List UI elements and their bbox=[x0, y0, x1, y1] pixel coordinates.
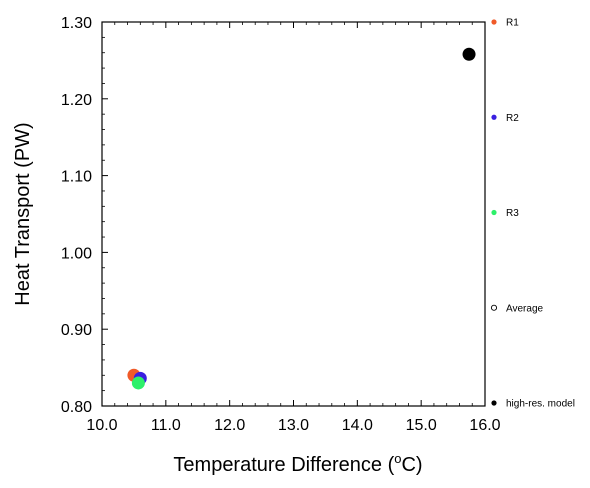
x-tick-label: 12.0 bbox=[214, 417, 245, 434]
x-tick-label: 11.0 bbox=[151, 417, 181, 434]
legend-item: high-res. model bbox=[491, 399, 575, 410]
legend-marker bbox=[491, 400, 497, 406]
plot-frame bbox=[101, 21, 486, 407]
y-tick-label: 1.00 bbox=[61, 245, 92, 262]
point-r3 bbox=[131, 376, 145, 390]
legend-item: R2 bbox=[491, 113, 519, 124]
legend-marker bbox=[490, 304, 498, 311]
y-tick-label: 1.10 bbox=[61, 169, 92, 186]
legend-marker bbox=[491, 114, 497, 120]
legend: R1 R2 R3 Average high-res. model bbox=[490, 18, 575, 410]
x-tick-label: 13.0 bbox=[278, 417, 309, 434]
legend-item: R1 bbox=[491, 18, 519, 29]
legend-label: Average bbox=[506, 303, 544, 314]
legend-label: R1 bbox=[506, 18, 519, 29]
axes bbox=[101, 21, 486, 407]
legend-label: high-res. model bbox=[506, 399, 575, 410]
y-axis-title: Heat Transport (PW) bbox=[12, 122, 34, 305]
point-high-res-model bbox=[462, 47, 476, 61]
x-tick-label: 16.0 bbox=[469, 417, 500, 434]
y-tick-label: 1.20 bbox=[61, 92, 92, 109]
legend-label: R2 bbox=[506, 113, 519, 124]
legend-marker bbox=[491, 209, 497, 216]
tick-labels: 10.0 11.0 12.0 13.0 14.0 15.0 16.0 0.80 0.90 1.00… bbox=[61, 15, 501, 434]
legend-item: R3 bbox=[491, 208, 519, 219]
y-tick-label: 1.30 bbox=[61, 15, 92, 32]
legend-label: R3 bbox=[506, 208, 519, 219]
y-tick-label: 0.90 bbox=[61, 322, 92, 339]
legend-item: Average bbox=[490, 303, 544, 314]
x-tick-label: 14.0 bbox=[342, 417, 373, 434]
data-points bbox=[127, 47, 476, 390]
x-tick-label: 10.0 bbox=[86, 417, 117, 434]
x-axis-title: Temperature Difference (oC) bbox=[173, 451, 422, 476]
ticks bbox=[101, 21, 486, 407]
x-tick-label: 15.0 bbox=[406, 417, 437, 434]
y-tick-label: 0.80 bbox=[61, 399, 92, 416]
legend-marker bbox=[491, 19, 497, 25]
